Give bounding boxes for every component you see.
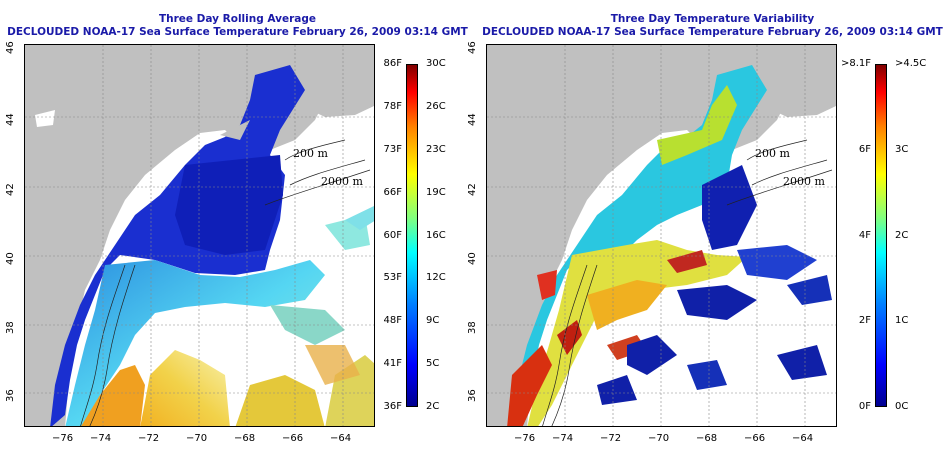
x-tick-label: −66 [744,433,766,444]
colorbar-c-label: 2C [895,229,909,241]
colorbar-c-label: 1C [895,315,909,327]
x-tick-label: −66 [282,433,304,444]
right-subtitle: DECLOUDED NOAA-17 Sea Surface Temperatur… [482,26,943,38]
x-tick-label: −68 [234,433,256,444]
right-contour-label-200: 200 m [755,147,790,160]
colorbar-c-label: 5C [426,358,440,370]
y-tick-label: 40 [467,252,478,265]
y-tick-label: 36 [5,389,16,402]
right-contour-label-2000: 2000 m [783,175,825,188]
right-grid [487,45,836,426]
colorbar-f-label: 86F [383,58,402,69]
y-tick-label: 44 [5,113,16,126]
colorbar-c-label: 9C [426,315,440,327]
x-tick-label: −68 [696,433,718,444]
colorbar-f-label: 48F [383,315,402,327]
x-tick-label: −76 [514,433,536,444]
x-tick-label: −74 [552,433,574,444]
right-map-canvas: 200 m 2000 m [487,45,836,426]
right-title: Three Day Temperature Variability [610,13,815,25]
left-grid [25,45,374,426]
left-colorbar [406,64,418,407]
y-tick-label: 46 [467,41,478,54]
colorbar-c-label: 19C [426,186,446,198]
left-contour-label-2000: 2000 m [321,175,363,188]
y-tick-label: 38 [5,321,16,334]
colorbar-c-label: 3C [895,143,909,155]
left-subtitle: DECLOUDED NOAA-17 Sea Surface Temperatur… [7,26,468,38]
colorbar-f-label: >8.1F [841,58,872,69]
left-map: 200 m 2000 m [24,44,375,427]
y-tick-label: 36 [467,389,478,402]
colorbar-f-label: 53F [383,272,402,284]
colorbar-c-label: 30C [426,58,446,69]
colorbar-c-label: 26C [426,100,446,112]
colorbar-f-label: 4F [858,229,871,241]
x-tick-label: −64 [792,433,814,444]
x-tick-label: −70 [186,433,208,444]
colorbar-f-label: 36F [383,401,402,412]
colorbar-c-label: 16C [426,229,446,241]
colorbar-c-label: >4.5C [895,58,927,69]
colorbar-f-label: 60F [383,229,402,241]
left-title: Three Day Rolling Average [158,13,317,25]
y-tick-label: 40 [5,252,16,265]
right-colorbar [875,64,887,407]
colorbar-f-label: 66F [383,186,402,198]
y-tick-label: 46 [5,41,16,54]
x-tick-label: −76 [52,433,74,444]
colorbar-c-label: 2C [426,401,440,412]
colorbar-f-label: 78F [383,100,402,112]
x-tick-label: −74 [90,433,112,444]
colorbar-c-label: 0C [895,401,909,412]
colorbar-f-label: 0F [858,401,871,412]
right-map: 200 m 2000 m [486,44,837,427]
colorbar-c-label: 23C [426,143,446,155]
colorbar-f-label: 2F [858,315,871,327]
colorbar-f-label: 6F [858,143,871,155]
left-map-canvas: 200 m 2000 m [25,45,374,426]
x-tick-label: −64 [330,433,352,444]
x-tick-label: −72 [138,433,160,444]
y-tick-label: 38 [467,321,478,334]
y-tick-label: 42 [467,183,478,196]
colorbar-c-label: 12C [426,272,446,284]
left-contour-label-200: 200 m [293,147,328,160]
y-tick-label: 44 [467,113,478,126]
colorbar-f-label: 41F [383,358,402,370]
x-tick-label: −72 [600,433,622,444]
colorbar-f-label: 73F [383,143,402,155]
x-tick-label: −70 [648,433,670,444]
y-tick-label: 42 [5,183,16,196]
